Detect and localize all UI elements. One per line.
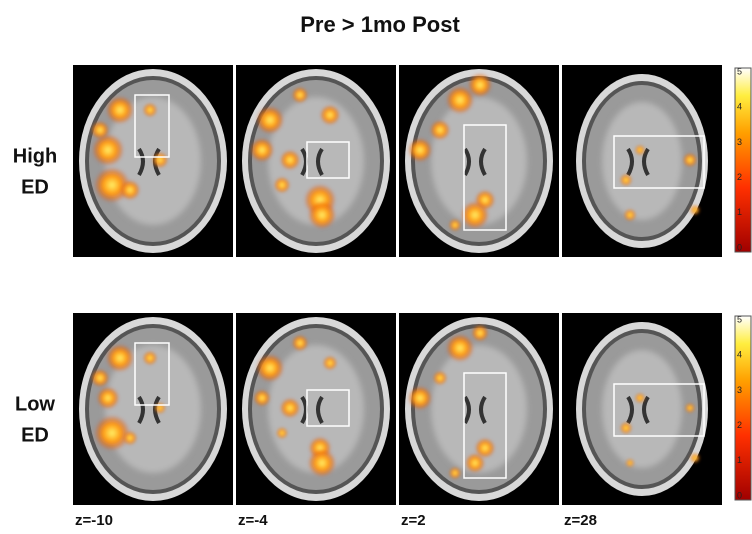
activation-blob	[254, 390, 271, 407]
activation-blob	[143, 103, 157, 117]
brain-panel	[562, 313, 722, 505]
activation-blob	[635, 393, 645, 403]
activation-blob	[97, 387, 119, 409]
brain-panel	[562, 65, 722, 257]
activation-blob	[320, 105, 340, 125]
brain-panel	[399, 313, 559, 505]
activation-blob	[274, 177, 290, 193]
activation-blob	[461, 201, 489, 229]
activation-blob	[106, 344, 134, 372]
activation-blob	[276, 427, 287, 438]
activation-blob	[143, 351, 157, 365]
activation-blob	[250, 138, 274, 162]
activation-blob	[430, 120, 450, 140]
activation-blob	[256, 106, 284, 134]
activation-blob	[683, 153, 697, 167]
activation-blob	[449, 467, 461, 479]
brain-panel	[399, 65, 559, 257]
column-label: z=-10	[75, 512, 113, 529]
colorbar-tick-label: 4	[737, 102, 742, 112]
colorbar-tick-label: 0	[737, 242, 742, 252]
activation-blob	[280, 398, 300, 418]
column-label: z=28	[564, 512, 597, 529]
colorbar-tick-label: 2	[737, 420, 742, 430]
row-label: ED	[21, 176, 49, 198]
colorbar-tick-label: 3	[737, 385, 742, 395]
brain-panel	[236, 65, 396, 257]
activation-blob	[91, 121, 109, 139]
activation-blob	[472, 325, 489, 342]
column-label: z=-4	[238, 512, 268, 529]
brain-panel	[73, 313, 233, 505]
colorbar	[735, 316, 751, 500]
colorbar-tick-label: 1	[737, 455, 742, 465]
activation-blob	[280, 150, 300, 170]
activation-blob	[408, 386, 432, 410]
activation-blob	[308, 201, 336, 229]
column-label: z=2	[401, 512, 426, 529]
brain-panel	[73, 65, 233, 257]
activation-blob	[408, 138, 432, 162]
activation-blob	[690, 205, 700, 215]
colorbar-tick-label: 3	[737, 137, 742, 147]
colorbar-tick-label: 0	[737, 490, 742, 500]
row-label: High	[13, 145, 57, 167]
activation-blob	[106, 96, 134, 124]
activation-blob	[154, 402, 165, 413]
colorbar-tick-label: 4	[737, 350, 742, 360]
activation-blob	[308, 449, 336, 477]
activation-blob	[120, 180, 140, 200]
row-label: Low	[15, 393, 55, 415]
activation-blob	[690, 453, 700, 463]
activation-blob	[292, 87, 308, 103]
activation-blob	[620, 174, 632, 186]
figure-title: Pre > 1mo Post	[300, 12, 460, 37]
activation-blob	[468, 73, 492, 97]
activation-blob	[624, 209, 636, 221]
activation-blob	[433, 371, 447, 385]
figure: Pre > 1mo Post High ED 5 4 3 2 1 0 Low ED 5 4 3 2 1 0 z=…	[0, 0, 752, 534]
activation-blob	[152, 152, 168, 168]
activation-blob	[123, 431, 137, 445]
activation-blob	[94, 415, 130, 451]
activation-blob	[323, 356, 337, 370]
page: {"title": "Pre > 1mo Post", "rows": [{"l…	[0, 0, 752, 534]
brain-panel	[236, 313, 396, 505]
colorbar	[735, 68, 751, 252]
activation-blob	[685, 403, 695, 413]
activation-blob	[449, 219, 461, 231]
colorbar-tick-label: 1	[737, 207, 742, 217]
activation-blob	[635, 145, 645, 155]
activation-blob	[620, 422, 632, 434]
activation-blob	[256, 354, 284, 382]
row-label: ED	[21, 424, 49, 446]
colorbar-tick-label: 5	[737, 314, 742, 324]
activation-blob	[626, 459, 634, 467]
activation-blob	[292, 335, 308, 351]
activation-blob	[91, 369, 109, 387]
colorbar-tick-label: 2	[737, 172, 742, 182]
activation-blob	[465, 453, 485, 473]
activation-blob	[92, 134, 124, 166]
colorbar-tick-label: 5	[737, 66, 742, 76]
activation-blob	[446, 334, 474, 362]
